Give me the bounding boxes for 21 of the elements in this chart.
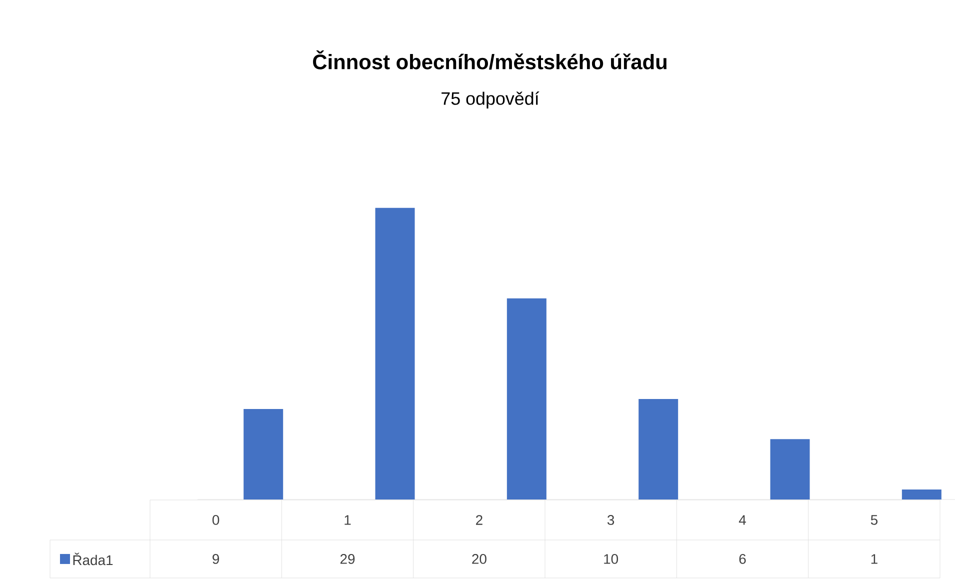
data-label: 20 [472,554,486,564]
data-label: 1 [871,554,878,564]
bar [770,439,810,500]
x-tick-label: 3 [607,515,614,525]
data-label: 9 [212,554,220,564]
x-tick-label: 1 [344,515,351,525]
bar [506,298,546,500]
data-label: 6 [739,554,746,564]
legend-label: Řada1 [73,552,113,566]
data-label: 10 [604,554,618,564]
bar [638,398,678,500]
chart-title: Činnost obecního/městského úřadu [313,50,666,70]
bar [375,208,415,500]
bar [902,489,942,500]
bar [244,409,284,500]
x-tick-label: 0 [212,515,220,525]
x-tick-label: 2 [476,515,482,525]
chart-subtitle: 75 odpovědí [442,92,540,108]
x-tick-label: 4 [738,515,746,525]
x-tick-label: 5 [870,515,878,525]
data-label: 29 [340,554,355,564]
